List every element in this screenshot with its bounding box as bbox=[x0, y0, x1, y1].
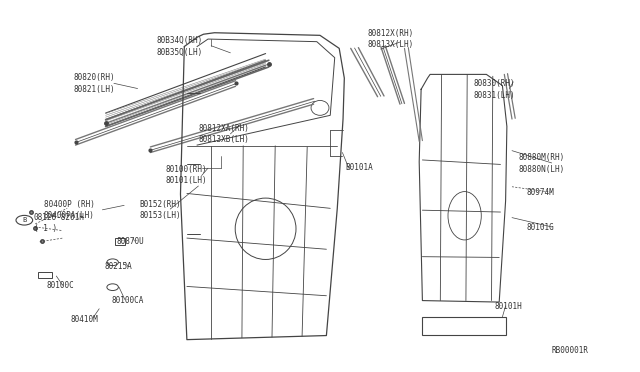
Text: B0101A: B0101A bbox=[346, 163, 373, 172]
Text: 80812XA(RH)
80813XB(LH): 80812XA(RH) 80813XB(LH) bbox=[198, 124, 249, 144]
Bar bbox=[422, 317, 506, 335]
Text: B: B bbox=[22, 217, 26, 223]
Bar bbox=[115, 238, 125, 245]
Text: 80880M(RH)
80880N(LH): 80880M(RH) 80880N(LH) bbox=[518, 154, 564, 174]
Text: 80830(RH)
80831(LH): 80830(RH) 80831(LH) bbox=[474, 79, 515, 99]
Text: 80100C: 80100C bbox=[46, 281, 74, 290]
Text: 80820(RH)
80821(LH): 80820(RH) 80821(LH) bbox=[74, 74, 115, 94]
Text: 80400P (RH)
80400PA(LH): 80400P (RH) 80400PA(LH) bbox=[44, 200, 94, 220]
Text: 80215A: 80215A bbox=[105, 262, 132, 271]
Text: 80410M: 80410M bbox=[70, 315, 98, 324]
Bar bbox=[38, 272, 52, 278]
Text: 80100(RH)
80101(LH): 80100(RH) 80101(LH) bbox=[165, 165, 207, 185]
Text: B0152(RH)
80153(LH): B0152(RH) 80153(LH) bbox=[140, 200, 181, 220]
Text: 80B34Q(RH)
80B35Q(LH): 80B34Q(RH) 80B35Q(LH) bbox=[157, 36, 203, 57]
Text: 80101G: 80101G bbox=[526, 223, 554, 232]
Text: 80101H: 80101H bbox=[494, 302, 522, 311]
Text: 80100CA: 80100CA bbox=[112, 296, 145, 305]
Text: 80812X(RH)
80813X(LH): 80812X(RH) 80813X(LH) bbox=[368, 29, 414, 49]
Text: 08126-8201H
( 1 ): 08126-8201H ( 1 ) bbox=[34, 213, 84, 233]
Text: RB00001R: RB00001R bbox=[552, 346, 589, 355]
Text: 80974M: 80974M bbox=[526, 188, 554, 197]
Text: 80870U: 80870U bbox=[116, 237, 144, 246]
